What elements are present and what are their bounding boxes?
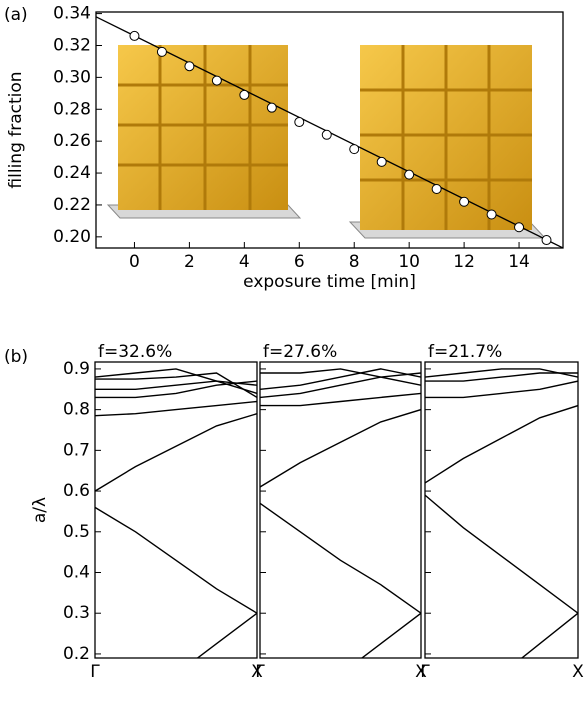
y-tick-label: 0.26: [53, 131, 91, 151]
y-axis-label: filling fraction: [6, 71, 26, 188]
x-tick-label: 0: [129, 252, 140, 272]
x-tick-label: X: [415, 662, 427, 682]
band-line: [95, 380, 257, 399]
plot-frame: [95, 11, 564, 249]
x-tick-label: 4: [239, 252, 250, 272]
data-point: [129, 30, 140, 41]
band-line: [196, 612, 257, 658]
data-point: [404, 169, 415, 180]
band-line: [260, 372, 421, 399]
band-line: [260, 368, 421, 386]
data-point: [156, 46, 167, 57]
band-line: [425, 368, 578, 378]
band-line: [260, 392, 421, 407]
y-tick-label: 0.30: [53, 67, 91, 87]
y-tick-label: 0.9: [63, 359, 90, 379]
band-line: [95, 380, 257, 390]
data-point: [431, 184, 442, 194]
x-tick-label: 6: [294, 252, 305, 272]
y-tick-label: 0.32: [53, 35, 91, 55]
x-tick-label: 8: [349, 252, 360, 272]
band-line: [95, 413, 257, 492]
y-axis-label: a/λ: [30, 497, 50, 523]
x-tick-label: 2: [184, 252, 195, 272]
band-line: [260, 502, 421, 614]
data-point: [514, 222, 525, 233]
x-tick-label: 10: [398, 252, 420, 272]
data-point: [321, 129, 332, 140]
band-line: [95, 368, 257, 395]
structure-image: [348, 45, 547, 239]
band-line: [425, 380, 578, 399]
y-tick-label: 0.8: [63, 400, 90, 420]
y-tick-label: 0.24: [53, 163, 91, 183]
subplot-title: f=27.6%: [263, 342, 337, 362]
x-tick-label: Γ: [420, 662, 430, 682]
x-axis-label: exposure time [min]: [243, 272, 416, 292]
band-line: [95, 372, 257, 398]
y-tick-label: 0.34: [53, 4, 91, 24]
x-tick-label: 14: [508, 252, 530, 272]
data-point: [184, 61, 195, 72]
y-tick-label: 0.4: [63, 562, 90, 582]
x-tick-label: Γ: [90, 662, 100, 682]
y-tick-label: 0.6: [63, 481, 90, 501]
data-point: [376, 156, 387, 167]
band-line: [95, 400, 257, 417]
y-tick-label: 0.20: [53, 227, 91, 247]
subplot-title: f=32.6%: [98, 342, 172, 362]
y-tick-label: 0.22: [53, 195, 91, 215]
x-tick-label: 12: [453, 252, 475, 272]
data-point: [459, 196, 470, 207]
panel-label: (a): [4, 5, 28, 25]
band-line: [520, 612, 578, 658]
subplot-title: f=21.7%: [428, 342, 502, 362]
plot-frame: [94, 361, 258, 659]
x-tick-label: X: [251, 662, 263, 682]
plot-frame: [259, 361, 422, 659]
band-line: [425, 494, 578, 614]
band-line: [260, 368, 421, 390]
band-line: [425, 372, 578, 382]
structure-image: [106, 45, 302, 219]
panel-label: (b): [4, 347, 28, 367]
data-point: [239, 89, 250, 100]
band-line: [260, 408, 421, 488]
y-tick-label: 0.2: [63, 644, 90, 664]
x-tick-label: X: [572, 662, 584, 682]
data-point: [349, 144, 360, 155]
data-point: [266, 102, 277, 113]
y-tick-label: 0.28: [53, 99, 91, 119]
plot-frame: [424, 361, 579, 659]
y-tick-label: 0.5: [63, 522, 90, 542]
data-point: [486, 209, 497, 220]
y-tick-label: 0.3: [63, 603, 90, 623]
band-line: [425, 404, 578, 484]
x-tick-label: Γ: [255, 662, 265, 682]
band-line: [95, 506, 257, 614]
data-point: [211, 75, 222, 86]
y-tick-label: 0.7: [63, 440, 90, 460]
data-point: [294, 117, 305, 128]
band-line: [360, 612, 421, 658]
data-point: [541, 235, 552, 246]
